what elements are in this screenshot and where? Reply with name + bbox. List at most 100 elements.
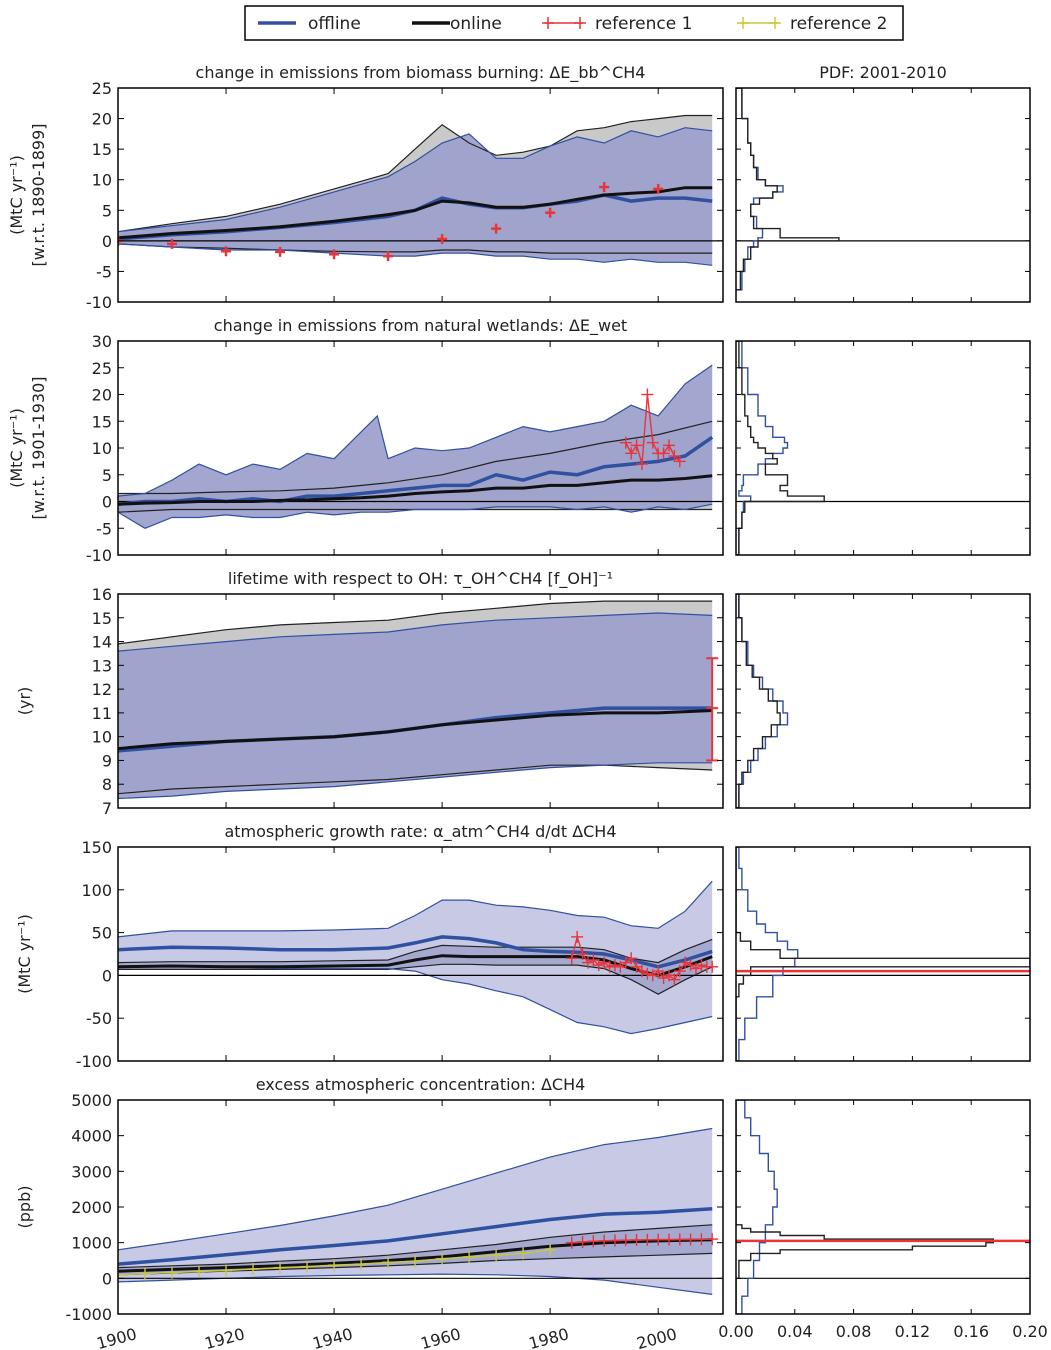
y-tick-label: 11 [92,704,112,723]
y-tick-label: 3000 [71,1162,112,1181]
pdf-x-tick-label: 0.08 [836,1322,872,1341]
online-lower-line [118,764,713,795]
y-tick-label: -1000 [66,1305,113,1324]
offline-lower-line [118,762,713,800]
pdf-x-tick-label: 0.12 [895,1322,931,1341]
online-series [118,709,713,751]
offline-upper-line [118,612,713,652]
pdf-panel-1-frame [735,340,1031,556]
pdf-panel-0-frame [735,87,1031,303]
legend-label: reference 1 [595,14,692,34]
legend-label: offline [308,14,361,34]
y-tick-label: 5 [102,201,112,220]
y-tick-label: 15 [92,140,112,159]
pdf-panel-4-frame [735,1099,1031,1315]
y-axis-label: (ppb) [15,1186,34,1229]
online-lower-line [118,963,713,995]
y-tick-label: 14 [92,633,112,652]
y-axis-label: (MtC yr⁻¹) [7,155,26,235]
online-upper-line [118,600,713,645]
pdf-panel-4-plot [736,1100,1030,1314]
online-upper-line [118,420,713,495]
y-axis-label: [w.r.t. 1890-1899] [29,123,48,266]
pdf-offline-histogram [736,1100,778,1314]
pdf-online-histogram [736,341,825,555]
online-series [118,954,713,977]
panel-0-frame [117,87,724,303]
y-tick-label: 150 [81,838,112,857]
pdf-title: PDF: 2001-2010 [819,63,947,82]
pdf-panel-1-plot [736,341,1030,555]
pdf-x-tick-label: 0.00 [718,1322,754,1341]
y-axis-label: [w.r.t. 1901-1930] [29,376,48,519]
panel-2-frame [117,593,724,809]
y-tick-label: -50 [86,1009,112,1028]
y-tick-label: 10 [92,728,112,747]
y-tick-label: 0 [102,966,112,985]
y-tick-label: 2000 [71,1198,112,1217]
offline-band [118,613,713,799]
offline-upper-line [118,1127,713,1251]
panel-title: change in emissions from biomass burning… [196,63,646,83]
panel-title: lifetime with respect to OH: τ_OH^CH4 [f… [228,569,613,589]
y-tick-label: 5000 [71,1091,112,1110]
pdf-online-histogram [736,847,1030,1061]
pdf-panel-0-plot [736,88,1030,291]
pdf-panel-3-frame [735,846,1031,1062]
offline-band [118,127,713,266]
x-tick-label: 1980 [527,1324,571,1350]
panel-title: atmospheric growth rate: α_atm^CH4 d/dt … [224,822,616,842]
y-tick-label: -5 [96,262,112,281]
y-tick-label: -10 [86,293,112,312]
y-tick-label: 4000 [71,1127,112,1146]
legend-label: reference 2 [790,14,887,34]
y-tick-label: 7 [102,799,112,818]
x-tick-label: 2000 [635,1324,679,1350]
online-series [118,474,713,506]
pdf-panel-2-plot [736,594,789,808]
pdf-panel-2-frame [735,593,1031,809]
y-tick-label: 50 [92,924,112,943]
x-tick-label: 1960 [419,1324,463,1350]
x-tick-label: 1920 [202,1324,246,1350]
y-tick-label: -100 [76,1052,112,1071]
y-tick-label: -10 [86,546,112,565]
y-axis-label: (MtC yr⁻¹) [15,914,34,994]
y-tick-label: 20 [92,110,112,129]
panel-1-plot [118,364,723,529]
y-tick-label: 12 [92,680,112,699]
x-tick-label: 1940 [311,1324,355,1350]
pdf-x-tick-label: 0.16 [953,1322,989,1341]
pdf-panel-3-plot [736,847,1030,1061]
offline-upper-line [118,880,713,938]
y-tick-label: 10 [92,439,112,458]
y-tick-label: 16 [92,585,112,604]
y-tick-label: 30 [92,332,112,351]
legend-label: online [450,14,502,34]
panel-title: change in emissions from natural wetland… [214,316,627,336]
panel-2-plot [118,600,719,800]
y-tick-label: 8 [102,775,112,794]
offline-upper-line [118,364,713,497]
offline-series [118,1207,713,1266]
y-axis-label: (yr) [15,687,34,716]
offline-band [118,365,713,529]
y-tick-label: 13 [92,656,112,675]
y-tick-label: 20 [92,386,112,405]
pdf-offline-histogram [736,594,789,808]
online-upper-line [118,114,713,233]
offline-lower-line [118,964,713,1035]
y-tick-label: 100 [81,881,112,900]
y-tick-label: 0 [102,232,112,251]
offline-upper-line [118,127,713,233]
x-tick-label: 1900 [94,1324,138,1350]
y-tick-label: 0 [102,493,112,512]
y-tick-label: 1000 [71,1234,112,1253]
offline-lower-line [118,243,713,266]
y-tick-label: 0 [102,1269,112,1288]
y-tick-label: 15 [92,609,112,628]
y-axis-label: (MtC yr⁻¹) [7,408,26,488]
panel-0-plot [118,114,723,266]
pdf-x-tick-label: 0.04 [777,1322,813,1341]
